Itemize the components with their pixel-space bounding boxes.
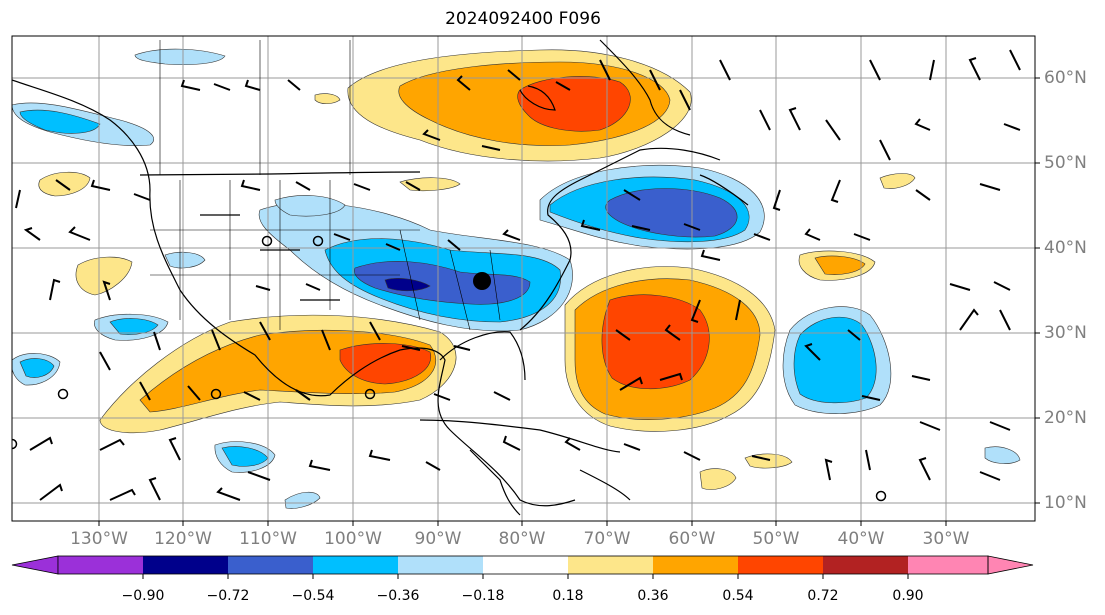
colorbar-segment xyxy=(823,556,908,574)
lon-label: 40°W xyxy=(837,529,885,549)
colorbar-segment xyxy=(738,556,823,574)
colorbar xyxy=(11,555,1034,579)
colorbar-segment xyxy=(143,556,228,574)
colorbar-segment xyxy=(58,556,143,574)
colorbar-tick-label: −0.36 xyxy=(376,588,420,604)
lat-label: 20°N xyxy=(1044,408,1087,428)
colorbar-tick-label: −0.18 xyxy=(461,588,505,604)
lon-label: 30°W xyxy=(922,529,970,549)
lon-label: 70°W xyxy=(583,529,631,549)
coastlines xyxy=(12,39,749,516)
lat-label: 50°N xyxy=(1044,153,1087,173)
colorbar-tick-label: −0.72 xyxy=(206,588,250,604)
colorbar-tick-label: −0.90 xyxy=(121,588,165,604)
lat-label: 30°N xyxy=(1044,323,1087,343)
lon-label: 130°W xyxy=(70,529,128,549)
graticule xyxy=(12,36,1035,521)
map-title: 2024092400 F096 xyxy=(445,9,601,29)
colorbar-segment xyxy=(568,556,653,574)
station-markers xyxy=(12,235,887,502)
colorbar-segment xyxy=(228,556,313,574)
colorbar-segment xyxy=(908,556,988,574)
lon-label: 50°W xyxy=(752,529,800,549)
colorbar-tick-label: 0.72 xyxy=(807,588,839,604)
state-borders xyxy=(150,40,501,331)
lat-label: 10°N xyxy=(1044,493,1087,513)
lat-label: 60°N xyxy=(1044,68,1087,88)
colorbar-extend-max xyxy=(987,555,1034,575)
lon-label: 60°W xyxy=(668,529,716,549)
lon-label: 120°W xyxy=(154,529,212,549)
colorbar-segment xyxy=(313,556,398,574)
axis-ticks xyxy=(98,77,1040,526)
colorbar-tick-label: 0.18 xyxy=(552,588,584,604)
lon-label: 80°W xyxy=(498,529,546,549)
colorbar-tick-label: 0.36 xyxy=(637,588,669,604)
center-location-marker xyxy=(473,272,491,290)
colorbar-extend-min xyxy=(11,555,59,575)
colorbar-segment xyxy=(653,556,738,574)
colorbar-tick-label: 0.54 xyxy=(722,588,754,604)
warm-region-west-small xyxy=(75,256,133,296)
lon-label: 100°W xyxy=(324,529,382,549)
colorbar-segment xyxy=(398,556,483,574)
lon-label: 110°W xyxy=(239,529,297,549)
map-frame xyxy=(11,35,1036,522)
lat-label: 40°N xyxy=(1044,238,1087,258)
colorbar-tick-label: 0.90 xyxy=(892,588,924,604)
lon-label: 90°W xyxy=(414,529,462,549)
colorbar-segment xyxy=(483,556,568,574)
wind-barbs xyxy=(15,49,1021,501)
colorbar-tick-label: −0.54 xyxy=(291,588,335,604)
